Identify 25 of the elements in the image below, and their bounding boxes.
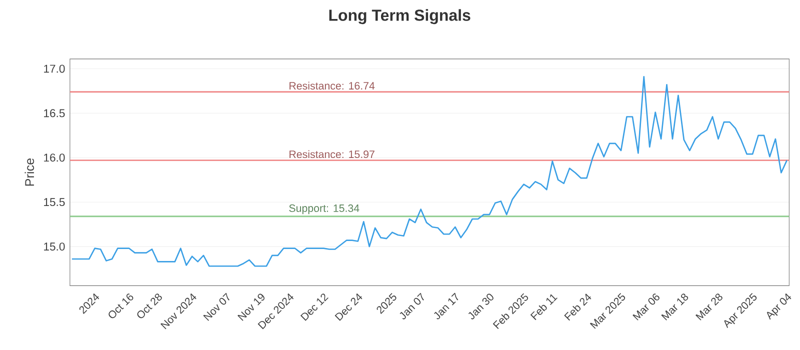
x-tick-label: Dec 24 xyxy=(334,294,362,322)
x-tick-label: Oct 28 xyxy=(137,294,162,318)
ref-line-label: Resistance: 15.97 xyxy=(290,150,374,158)
x-tick-label: Mar 18 xyxy=(661,294,688,321)
y-tick-label: 17.0 xyxy=(44,64,65,73)
y-axis-title: Price xyxy=(24,158,34,186)
y-tick-label: 15.0 xyxy=(44,242,65,251)
x-tick-label: Apr 04 xyxy=(766,294,792,320)
y-tick-label: 15.5 xyxy=(44,198,65,206)
x-tick-label: Feb 11 xyxy=(530,294,558,320)
x-tick-label: Jan 07 xyxy=(400,293,424,320)
x-tick-label: Mar 06 xyxy=(632,294,660,321)
x-tick-label: Oct 16 xyxy=(108,294,134,318)
ref-line-label: Resistance: 16.74 xyxy=(290,82,375,90)
x-tick-label: Dec 12 xyxy=(300,294,328,322)
ref-line-label: Support: 15.34 xyxy=(289,204,360,214)
y-tick-label: 16.0 xyxy=(44,154,65,162)
x-tick-label: Mar 28 xyxy=(696,294,722,321)
x-tick-label: Nov 07 xyxy=(203,293,230,322)
chart-title: Long Term Signals xyxy=(329,9,470,24)
y-tick-label: 16.5 xyxy=(44,109,65,118)
x-tick-label: Jan 30 xyxy=(468,294,494,320)
x-tick-label: Jan 17 xyxy=(434,292,458,320)
x-tick-label: Feb 24 xyxy=(564,294,592,321)
x-tick-label: Nov 19 xyxy=(238,294,264,322)
